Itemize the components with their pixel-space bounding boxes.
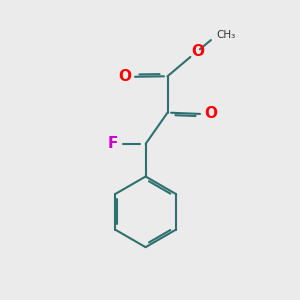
Text: O: O bbox=[204, 106, 217, 121]
Text: O: O bbox=[118, 69, 131, 84]
Text: F: F bbox=[107, 136, 118, 152]
Text: O: O bbox=[192, 44, 205, 59]
Text: CH₃: CH₃ bbox=[217, 30, 236, 40]
